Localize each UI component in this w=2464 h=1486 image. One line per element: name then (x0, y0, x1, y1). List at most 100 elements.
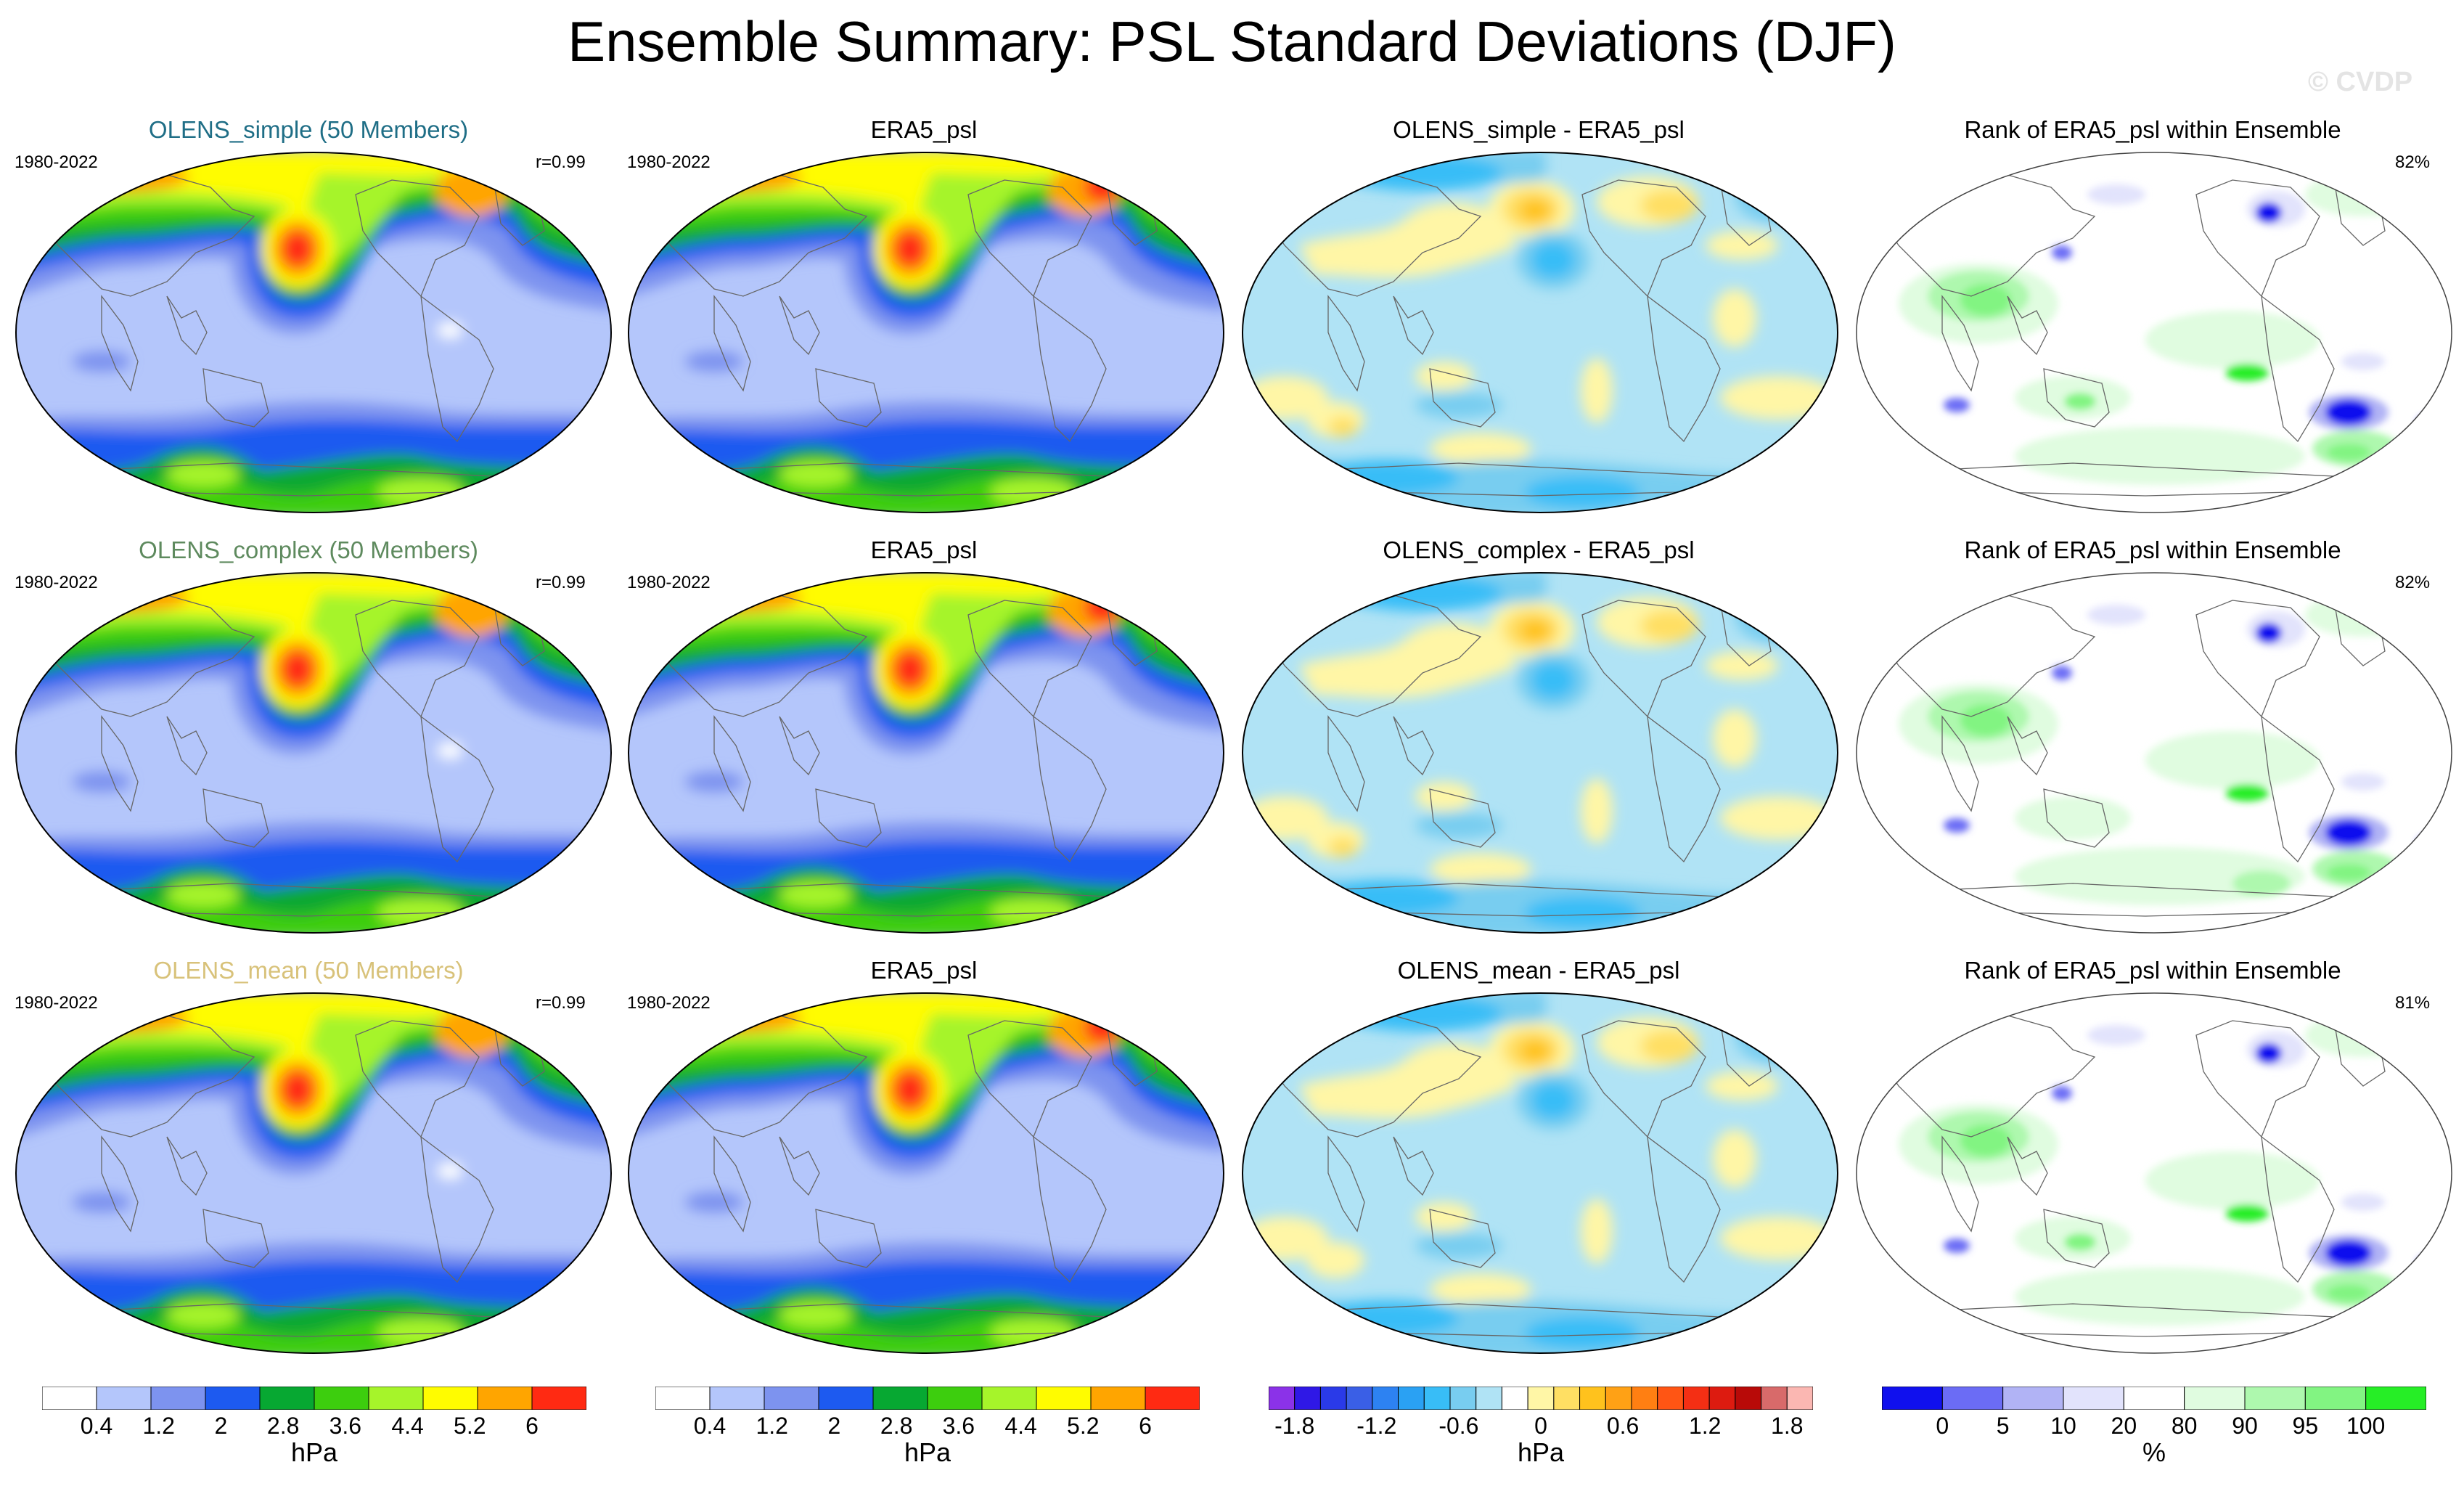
colorbar-swatch (2304, 1387, 2367, 1410)
colorbar-tick-label: 1.2 (142, 1413, 175, 1439)
colorbar-tick-label: 5.2 (1067, 1413, 1100, 1439)
colorbar-swatch (1527, 1387, 1555, 1410)
member-title-2: OLENS_complex (50 Members) (139, 536, 478, 563)
obs-sd-map-2 (628, 572, 1224, 934)
member-years-3: 1980-2022 (15, 993, 98, 1013)
obs-title-1: ERA5_psl (870, 116, 978, 143)
obs-sd-map-3 (628, 992, 1224, 1354)
colorbar-tick-label: 1.2 (1688, 1413, 1722, 1439)
colorbar-tick-label: 5.2 (454, 1413, 486, 1439)
colorbar-swatch (2063, 1387, 2124, 1410)
colorbar-tick-label: 3.6 (942, 1413, 975, 1439)
colorbar-tick-label: 90 (2232, 1413, 2258, 1439)
sd-colorbar-unit-1: hPa (290, 1437, 338, 1467)
colorbar-swatch (205, 1387, 261, 1410)
colorbar-tick-label: 6 (525, 1413, 539, 1439)
colorbar-swatch (1553, 1387, 1581, 1410)
colorbar-tick-label: 2 (214, 1413, 228, 1439)
colorbar-swatch (1475, 1387, 1502, 1410)
colorbar-swatch (477, 1387, 533, 1410)
colorbar-swatch (1423, 1387, 1451, 1410)
colorbar-swatch (1657, 1387, 1684, 1410)
diff-title-1: OLENS_simple - ERA5_psl (1393, 116, 1685, 143)
member-title-1: OLENS_simple (50 Members) (148, 116, 469, 143)
rank-colorbar (1882, 1387, 2426, 1410)
colorbar-swatch (1346, 1387, 1373, 1410)
diff-colorbar-unit: hPa (1517, 1437, 1565, 1467)
rank-colorbar-unit: % (2142, 1437, 2166, 1467)
colorbar-swatch (2244, 1387, 2306, 1410)
obs-title-3: ERA5_psl (870, 957, 978, 984)
colorbar-swatch (259, 1387, 315, 1410)
colorbar-swatch (1449, 1387, 1477, 1410)
colorbar-tick-label: 10 (2050, 1413, 2076, 1439)
diff-title-3: OLENS_mean - ERA5_psl (1397, 957, 1680, 984)
colorbar-tick-label: 95 (2292, 1413, 2319, 1439)
member-title-3: OLENS_mean (50 Members) (153, 957, 464, 984)
rank-map-2 (1856, 572, 2452, 934)
colorbar-tick-label: 3.6 (329, 1413, 362, 1439)
colorbar-swatch (709, 1387, 765, 1410)
rank-title-3: Rank of ERA5_psl within Ensemble (1964, 957, 2341, 984)
colorbar-tick-label: 1.8 (1771, 1413, 1804, 1439)
colorbar-tick-label: 2 (827, 1413, 841, 1439)
colorbar-tick-label: 0.4 (693, 1413, 726, 1439)
rank-pct-2: 82% (2395, 573, 2431, 592)
colorbar-swatch (1682, 1387, 1710, 1410)
colorbar-swatch (2002, 1387, 2064, 1410)
colorbar-swatch (1786, 1387, 1813, 1410)
diff-map-3 (1242, 992, 1838, 1354)
colorbar-swatch (1631, 1387, 1658, 1410)
diff-title-2: OLENS_complex - ERA5_psl (1383, 536, 1695, 563)
colorbar-tick-label: 1.2 (756, 1413, 788, 1439)
member-stat-1: r=0.99 (536, 152, 586, 172)
colorbar-tick-label: 6 (1139, 1413, 1152, 1439)
obs-title-2: ERA5_psl (870, 536, 978, 563)
colorbar-swatch (2123, 1387, 2185, 1410)
colorbar-tick-label: 100 (2346, 1413, 2386, 1439)
colorbar-swatch (927, 1387, 983, 1410)
colorbar-swatch (1761, 1387, 1788, 1410)
sd-colorbar-2 (655, 1387, 1200, 1410)
rank-pct-3: 81% (2395, 993, 2431, 1013)
colorbar-tick-label: 20 (2111, 1413, 2137, 1439)
colorbar-swatch (1708, 1387, 1736, 1410)
colorbar-swatch (2365, 1387, 2426, 1410)
colorbar-tick-label: 5 (1996, 1413, 2010, 1439)
colorbar-tick-label: 2.8 (266, 1413, 300, 1439)
colorbar-swatch (1145, 1387, 1200, 1410)
obs-years-2: 1980-2022 (627, 573, 711, 592)
colorbar-tick-label: 2.8 (880, 1413, 913, 1439)
diff-map-2 (1242, 572, 1838, 934)
rank-map-3 (1856, 992, 2452, 1354)
obs-years-3: 1980-2022 (627, 993, 711, 1013)
colorbar-tick-label: -1.2 (1356, 1413, 1397, 1439)
rank-title-1: Rank of ERA5_psl within Ensemble (1964, 116, 2341, 143)
colorbar-swatch (764, 1387, 819, 1410)
member-sd-map-1 (15, 152, 612, 513)
sd-colorbar-unit-2: hPa (904, 1437, 951, 1467)
rank-map-1 (1856, 152, 2452, 513)
rank-pct-1: 82% (2395, 152, 2431, 172)
colorbar-swatch (150, 1387, 206, 1410)
colorbar-swatch (872, 1387, 928, 1410)
member-years-2: 1980-2022 (15, 573, 98, 592)
colorbar-swatch (531, 1387, 586, 1410)
obs-years-1: 1980-2022 (627, 152, 711, 172)
colorbar-tick-label: 4.4 (1004, 1413, 1037, 1439)
colorbar-swatch (1501, 1387, 1528, 1410)
cvdp-watermark: © CVDP (2308, 67, 2413, 97)
colorbar-tick-label: -0.6 (1438, 1413, 1479, 1439)
diff-colorbar (1269, 1387, 1813, 1410)
colorbar-swatch (1294, 1387, 1321, 1410)
colorbar-tick-label: 80 (2171, 1413, 2198, 1439)
colorbar-swatch (1735, 1387, 1762, 1410)
member-stat-3: r=0.99 (536, 993, 586, 1013)
colorbar-swatch (1398, 1387, 1425, 1410)
colorbar-swatch (981, 1387, 1037, 1410)
colorbar-tick-label: 0 (1534, 1413, 1547, 1439)
colorbar-tick-label: 4.4 (391, 1413, 424, 1439)
colorbar-swatch (96, 1387, 152, 1410)
colorbar-swatch (1941, 1387, 2004, 1410)
colorbar-swatch (655, 1387, 711, 1410)
